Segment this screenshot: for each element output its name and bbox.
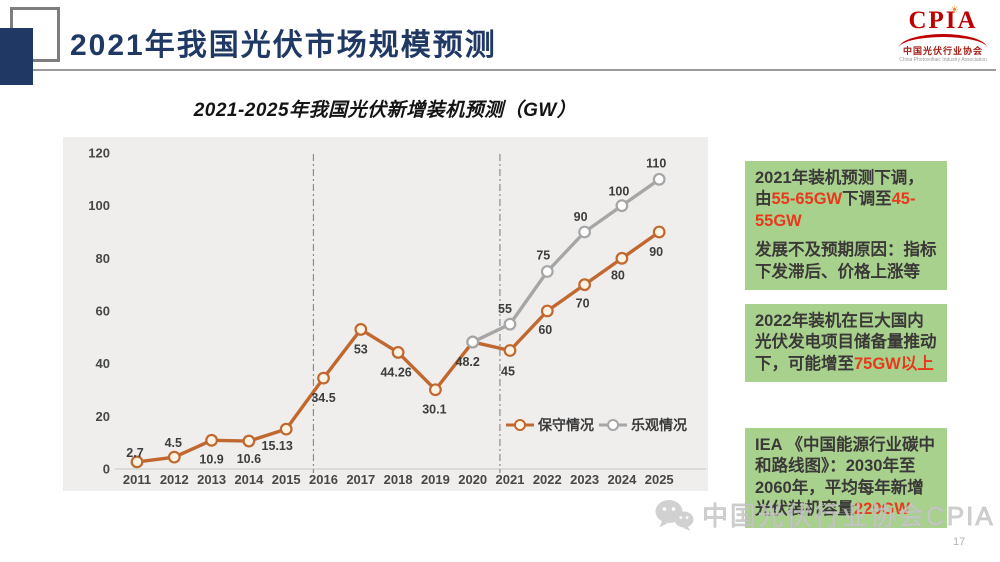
note-box-2021-forecast: 2021年装机预测下调，由55-65GW下调至45-55GW 发展不及预期原因：指… (745, 161, 947, 291)
decorative-solid-square (0, 28, 33, 85)
x-tick-label: 2017 (346, 472, 375, 487)
data-label: 48.2 (456, 355, 480, 369)
data-label: 4.5 (165, 436, 182, 450)
data-point-marker (466, 335, 480, 349)
cpia-logo: ☀ CPIA 中国光伏行业协会 China Photovoltaic Indus… (897, 5, 989, 63)
data-point-marker (615, 199, 629, 213)
legend-marker (607, 419, 619, 431)
y-tick-label: 40 (96, 356, 110, 371)
x-tick-label: 2020 (458, 472, 487, 487)
highlighted-text: 75GW以上 (854, 354, 934, 373)
logo-english-name: China Photovoltaic Industry Association (899, 57, 987, 63)
x-tick-label: 2021 (496, 472, 525, 487)
y-tick-label: 80 (96, 251, 110, 266)
logo-acronym: CPIA (908, 7, 978, 34)
data-label: 70 (576, 297, 590, 311)
y-tick-label: 60 (96, 304, 110, 319)
note-text: 2022年装机在巨大国内光伏发电项目储备量推动下，可能增至 (755, 312, 937, 373)
data-label: 15.13 (262, 439, 293, 453)
note-text: 下调至 (842, 190, 892, 209)
watermark-text: 中国光伏行业协会CPIA (702, 501, 995, 532)
data-point-marker (130, 455, 144, 469)
data-point-marker (540, 265, 554, 278)
header-divider-line (33, 69, 996, 71)
x-tick-label: 2015 (272, 472, 301, 487)
logo-chinese-name: 中国光伏行业协会 (902, 46, 983, 56)
legend-marker (514, 419, 526, 431)
data-point-marker (354, 323, 368, 336)
data-label: 10.6 (237, 452, 261, 466)
x-tick-label: 2018 (384, 472, 413, 487)
note-text: 2021年装机预测下调，由 (755, 169, 924, 209)
data-point-marker (503, 344, 517, 357)
data-point-marker (429, 383, 442, 397)
data-label: 90 (574, 210, 588, 224)
legend-label: 保守情况 (537, 417, 594, 433)
x-tick-label: 2023 (570, 472, 599, 487)
data-label: 2.7 (126, 446, 143, 460)
data-point-marker (652, 172, 666, 186)
data-label: 90 (649, 245, 663, 259)
data-label: 10.9 (199, 452, 223, 466)
x-tick-label: 2012 (160, 472, 189, 487)
note-box-iea-roadmap: IEA 《中国能源行业碳中和路线图》：2030年至2060年，平均每年新增光伏装… (745, 428, 947, 528)
data-point-marker (279, 422, 293, 436)
data-point-marker (652, 225, 666, 239)
y-tick-label: 100 (88, 198, 110, 213)
data-point-marker (205, 433, 219, 447)
data-point-marker (242, 434, 256, 448)
x-tick-label: 2025 (645, 472, 674, 487)
chart-title: 2021-2025年我国光伏新增装机预测（GW） (193, 100, 577, 121)
x-tick-label: 2022 (533, 472, 562, 487)
data-point-marker (615, 251, 629, 265)
data-point-marker (317, 371, 330, 385)
wechat-icon (655, 499, 694, 531)
data-point-marker (578, 278, 591, 292)
data-label: 34.5 (311, 391, 335, 405)
x-tick-label: 2016 (309, 472, 338, 487)
data-label: 100 (608, 185, 629, 199)
note-box-2022-forecast: 2022年装机在巨大国内光伏发电项目储备量推动下，可能增至75GW以上 (745, 304, 947, 383)
data-label: 110 (646, 156, 666, 170)
plot-area (63, 137, 708, 491)
y-tick-label: 20 (96, 409, 110, 424)
logo-arc (899, 34, 987, 48)
x-tick-label: 2013 (197, 472, 226, 487)
x-tick-label: 2019 (421, 472, 450, 487)
watermark: 中国光伏行业协会CPIA (654, 496, 995, 533)
data-label: 44.26 (380, 365, 411, 379)
x-tick-label: 2014 (234, 472, 264, 487)
data-point-marker (503, 317, 517, 331)
y-tick-label: 0 (103, 462, 110, 477)
note-text: IEA 《中国能源行业碳中和路线图》：2030年至2060年，平均每年新增光伏装… (755, 436, 935, 519)
data-label: 80 (611, 268, 625, 282)
data-point-marker (167, 450, 181, 464)
x-tick-label: 2024 (607, 472, 637, 487)
series-line (471, 177, 661, 344)
legend-label: 乐观情况 (631, 417, 687, 433)
highlighted-text: 55-65GW (771, 190, 843, 209)
sun-icon: ☀ (950, 5, 959, 16)
data-label: 75 (536, 249, 550, 263)
data-label: 45 (501, 365, 515, 379)
data-label: 60 (538, 323, 552, 337)
data-label: 53 (354, 342, 368, 356)
page-title: 2021年我国光伏市场规模预测 (70, 29, 497, 62)
highlighted-text: 45-55GW (755, 190, 916, 230)
page-number: 17 (953, 536, 966, 548)
data-label: 30.1 (422, 403, 446, 417)
data-point-marker (540, 304, 554, 318)
highlighted-text: 220GW (854, 500, 910, 519)
y-tick-label: 120 (88, 146, 110, 161)
note-text: 发展不及预期原因：指标下发滞后、价格上涨等 (755, 241, 937, 281)
data-label: 55 (498, 302, 512, 316)
data-point-marker (578, 225, 591, 239)
x-tick-label: 2011 (123, 472, 151, 487)
data-point-marker (391, 346, 405, 359)
